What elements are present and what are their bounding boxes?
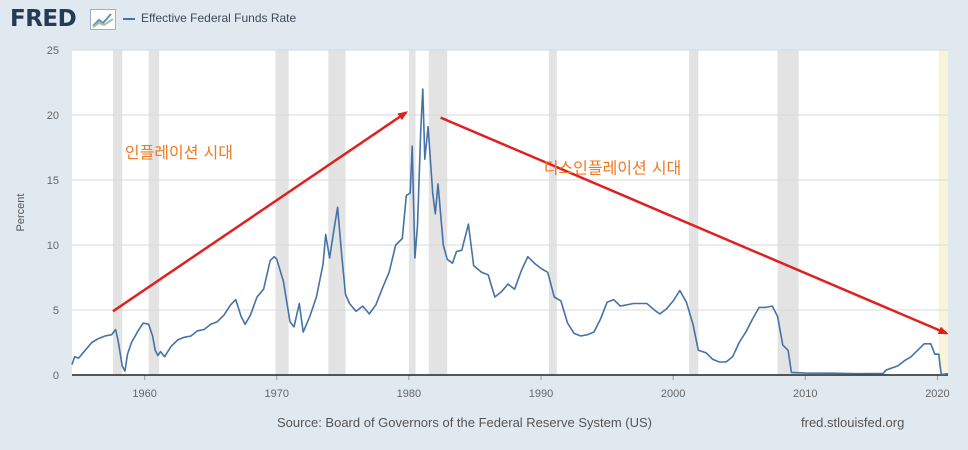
- recession-band: [548, 50, 557, 375]
- legend-label: Effective Federal Funds Rate: [141, 11, 297, 25]
- chart-area: 0 5 10 15 20 25 1960 1970 1980 1990 2000 2010 2020 Pe…: [15, 45, 950, 400]
- y-axis-label: Percent: [15, 194, 27, 232]
- trend-arrow: [440, 116, 949, 335]
- x-tick-label: 1980: [397, 388, 421, 400]
- series-line-fed-funds-rate: [71, 88, 949, 376]
- y-tick-label: 25: [47, 45, 59, 57]
- recession-band: [938, 50, 948, 375]
- chart-header: FRED Effective Federal Funds Rate: [0, 0, 968, 38]
- recession-band: [112, 50, 123, 375]
- y-tick-label: 5: [53, 305, 59, 317]
- x-tick-label: 2020: [925, 388, 949, 400]
- recession-band: [428, 50, 448, 375]
- x-tick-label: 2000: [661, 388, 685, 400]
- fred-logo[interactable]: FRED: [10, 6, 77, 32]
- legend-swatch: [123, 18, 135, 20]
- plot-background: [72, 50, 948, 375]
- x-tick-label: 1990: [529, 388, 553, 400]
- recession-band: [408, 50, 416, 375]
- y-tick-label: 15: [47, 175, 59, 187]
- y-tick-label: 0: [53, 370, 59, 382]
- trend-arrow: [112, 111, 408, 313]
- x-tick-label: 1960: [132, 388, 156, 400]
- era-annotation: 인플레이션 시대: [125, 143, 233, 162]
- y-tick-label: 20: [47, 110, 59, 122]
- line-chart-icon: [90, 9, 116, 30]
- x-tick-label: 2010: [793, 388, 817, 400]
- recession-band: [148, 50, 160, 375]
- recession-band: [689, 50, 699, 375]
- site-link[interactable]: fred.stlouisfed.org: [801, 415, 905, 430]
- y-tick-label: 10: [47, 240, 59, 252]
- source-note: Source: Board of Governors of the Federa…: [277, 415, 652, 430]
- x-tick-label: 1970: [265, 388, 289, 400]
- recession-band: [275, 50, 289, 375]
- era-annotation: 디스인플레이션 시대: [544, 159, 682, 178]
- recession-band: [777, 50, 799, 375]
